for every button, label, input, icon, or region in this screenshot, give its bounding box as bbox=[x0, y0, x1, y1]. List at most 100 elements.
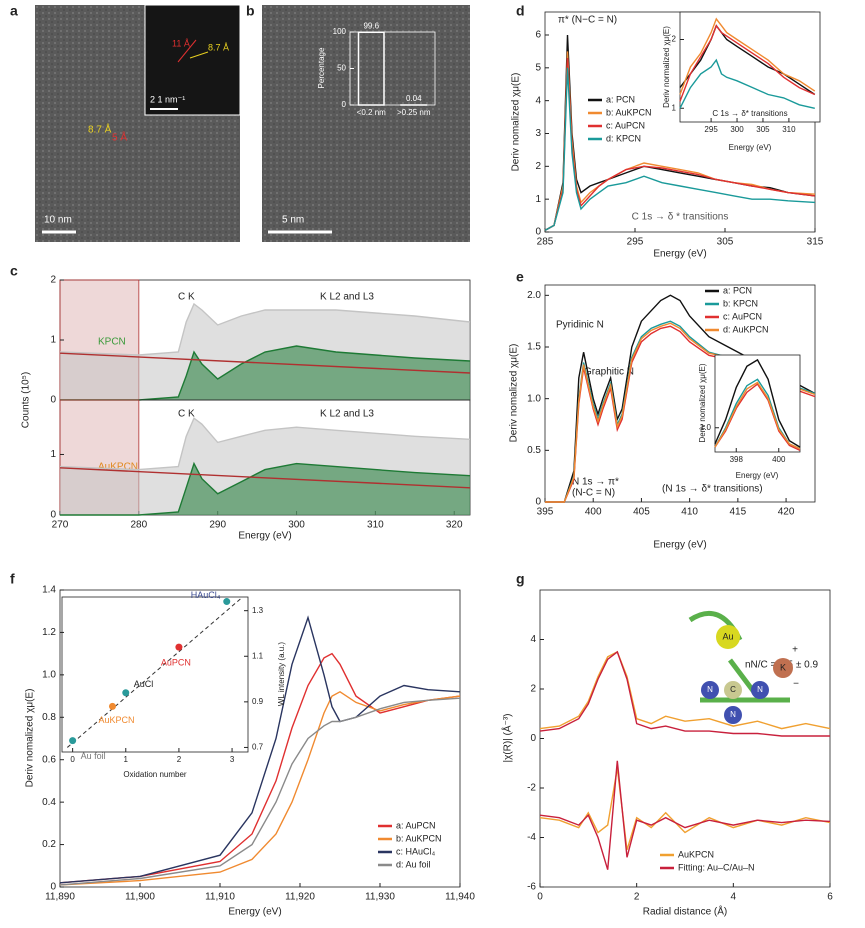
y-axis-label: Percentage bbox=[317, 47, 326, 88]
series-line bbox=[539, 768, 831, 851]
x-tick-label: 295 bbox=[627, 237, 644, 248]
x-tick-label: 11,940 bbox=[445, 892, 475, 903]
x-axis-label: Energy (eV) bbox=[729, 143, 772, 152]
y-tick-label: 1.3 bbox=[252, 606, 264, 615]
data-point bbox=[69, 737, 77, 745]
x-axis-label: Radial distance (Å) bbox=[643, 905, 727, 918]
x-tick-label: 290 bbox=[209, 520, 226, 531]
annotation: Pyridinic N bbox=[556, 320, 604, 331]
series-line bbox=[59, 690, 461, 886]
x-tick-label: 420 bbox=[778, 507, 795, 518]
series-line bbox=[539, 760, 831, 870]
scale-label: 2 1 nm⁻¹ bbox=[150, 94, 185, 104]
spacing-label: 11 Å bbox=[172, 38, 190, 48]
y-tick-label: 2 bbox=[50, 275, 56, 286]
value-label: 99.6 bbox=[363, 21, 379, 30]
x-tick-label: 285 bbox=[537, 237, 554, 248]
x-tick-label: 11,900 bbox=[125, 892, 155, 903]
legend-label: b: KPCN bbox=[723, 298, 758, 308]
y-tick-label: 2.0 bbox=[527, 290, 541, 301]
panel-labels: a b c d e f g bbox=[10, 3, 525, 587]
y-tick-label: 50 bbox=[337, 64, 346, 73]
annotation: C 1s → δ * transitions bbox=[632, 212, 729, 223]
y-tick-label: 0.7 bbox=[252, 743, 264, 752]
y-tick-label: 4 bbox=[535, 95, 541, 106]
legend-label: c: AuPCN bbox=[723, 311, 762, 321]
charge-label: + bbox=[792, 645, 798, 656]
y-tick-label: 1.0 bbox=[42, 669, 56, 680]
y-tick-label: 0 bbox=[50, 510, 56, 521]
x-tick-label: <0.2 nm bbox=[357, 108, 386, 117]
x-tick-label: 280 bbox=[131, 520, 148, 531]
x-tick-label: 415 bbox=[730, 507, 747, 518]
annotation: K L2 and L3 bbox=[320, 292, 374, 303]
x-tick-label: 300 bbox=[288, 520, 305, 531]
y-tick-label: 0.2 bbox=[42, 839, 56, 850]
x-tick-label: 305 bbox=[756, 125, 770, 134]
micrograph-b: 5 nm bbox=[262, 5, 470, 242]
y-tick-label: 1 bbox=[535, 194, 541, 205]
value-label: 0.04 bbox=[406, 94, 422, 103]
panel-label: g bbox=[516, 571, 525, 587]
series-line bbox=[60, 461, 471, 516]
x-tick-label: 300 bbox=[730, 125, 744, 134]
point-label: AuPCN bbox=[161, 658, 191, 668]
data-point bbox=[108, 702, 116, 710]
panel-label: b bbox=[246, 3, 255, 19]
y-tick-label: 0 bbox=[535, 227, 541, 238]
panel-label: f bbox=[10, 571, 15, 587]
x-tick-label: 295 bbox=[704, 125, 718, 134]
legend-label: a: AuPCN bbox=[396, 820, 436, 830]
x-tick-label: 405 bbox=[633, 507, 650, 518]
y-tick-label: 100 bbox=[333, 27, 347, 36]
x-axis-label: Energy (eV) bbox=[228, 907, 281, 918]
annotation: AuKPCN bbox=[98, 462, 138, 473]
y-axis-label: Deriv normalized χμ(E) bbox=[662, 26, 671, 108]
y-tick-label: 0 bbox=[342, 100, 347, 109]
y-tick-label: 2 bbox=[672, 35, 677, 44]
panel-label: a bbox=[10, 3, 18, 19]
y-tick-label: 0 bbox=[50, 395, 56, 406]
spacing-label: 8.7 Å bbox=[208, 42, 229, 52]
series-line bbox=[59, 417, 471, 471]
atom bbox=[701, 681, 719, 699]
plot-area bbox=[59, 589, 461, 888]
spacing-label: 8.7 Å bbox=[88, 123, 112, 136]
scale-label: 10 nm bbox=[44, 215, 72, 226]
point-label: HAuCl₄ bbox=[191, 590, 221, 600]
x-axis-label: Energy (eV) bbox=[653, 540, 706, 551]
legend-label: a: PCN bbox=[606, 94, 635, 104]
y-axis-label: Counts (10⁵) bbox=[21, 372, 32, 428]
plot-area bbox=[539, 589, 831, 888]
x-tick-label: 270 bbox=[52, 520, 69, 531]
x-tick-label: 398 bbox=[730, 455, 744, 464]
y-axis-label: Deriv nomalized χμ(E) bbox=[25, 689, 36, 788]
atom bbox=[751, 681, 769, 699]
x-axis-label: Energy (eV) bbox=[653, 249, 706, 260]
y-tick-label: 0 bbox=[535, 497, 541, 508]
panel-label: e bbox=[516, 269, 524, 285]
x-tick-label: 400 bbox=[585, 507, 602, 518]
y-tick-label: 6 bbox=[535, 30, 541, 41]
bar bbox=[357, 31, 385, 106]
y-axis-label: Deriv nomalized χμ(E) bbox=[698, 363, 707, 442]
y-tick-label: 1.5 bbox=[527, 342, 541, 353]
legend-label: d: KPCN bbox=[606, 133, 641, 143]
atom-label: C bbox=[730, 685, 736, 694]
x-tick-label: 0 bbox=[70, 755, 75, 764]
annotation: (N 1s → δ* transitions) bbox=[662, 484, 763, 495]
y-axis-label: Deriv nomalized χμ(E) bbox=[511, 73, 522, 172]
legend-label: b: AuKPCN bbox=[606, 107, 652, 117]
series-line bbox=[714, 358, 801, 448]
series-line bbox=[59, 615, 461, 884]
y-tick-label: 0.8 bbox=[42, 712, 56, 723]
data-point bbox=[223, 598, 231, 606]
y-tick-label: 0.5 bbox=[527, 445, 541, 456]
data-point bbox=[122, 689, 130, 697]
annotation: Graphitic N bbox=[584, 367, 634, 378]
series-line bbox=[544, 67, 816, 232]
annotation: (N-C = N) bbox=[572, 488, 615, 499]
y-tick-label: 4 bbox=[530, 634, 536, 645]
x-axis-label: Energy (eV) bbox=[736, 471, 779, 480]
series-line bbox=[59, 652, 461, 884]
